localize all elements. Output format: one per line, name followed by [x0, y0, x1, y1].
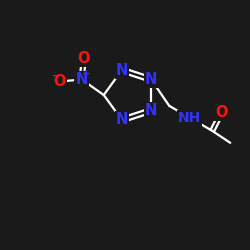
Text: N: N [116, 62, 128, 78]
Text: N: N [145, 103, 158, 118]
Text: O: O [216, 104, 228, 120]
Text: N: N [116, 112, 128, 128]
Text: NH: NH [178, 111, 201, 125]
Text: N: N [76, 72, 88, 87]
Text: N: N [145, 72, 158, 87]
Text: O: O [78, 51, 90, 66]
Text: +: + [82, 69, 90, 79]
Text: O: O [54, 74, 66, 89]
Text: −: − [52, 71, 60, 81]
